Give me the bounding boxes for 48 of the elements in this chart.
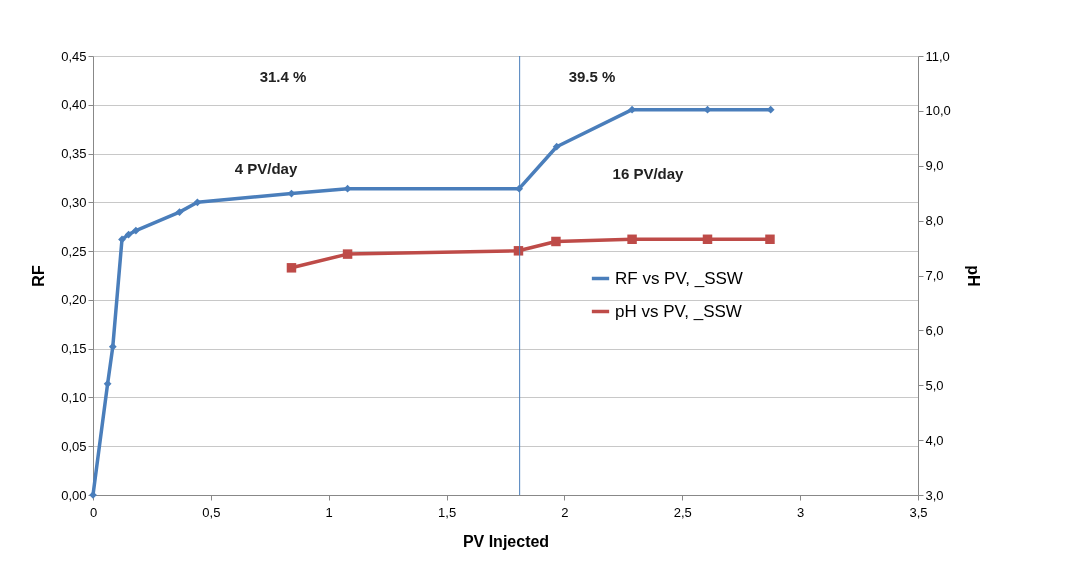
point: [175, 208, 184, 216]
x-tick-label: 0: [89, 504, 98, 520]
y-tick-label: 0,35: [61, 146, 87, 162]
y-tick-label: 0,40: [61, 97, 87, 113]
y2-tick-label: 4,0: [925, 432, 944, 448]
annotation: 31.4 %: [259, 68, 307, 85]
x-axis-title: PV Injected: [462, 532, 550, 550]
annotation: 4 PV/day: [234, 160, 298, 177]
x-tick-label: 1,5: [438, 504, 457, 520]
y2-tick-label: 8,0: [925, 213, 944, 229]
x-tick-label: 2,5: [673, 504, 692, 520]
point: [702, 234, 713, 245]
x-tick-label: 3,5: [909, 504, 928, 520]
x-tick-label: 1: [325, 504, 333, 520]
point: [627, 234, 637, 245]
y2-tick-label: 9,0: [925, 158, 944, 174]
x-tick-label: 2: [561, 504, 569, 520]
y2-tick-label: 10,0: [925, 103, 951, 119]
y2-tick-label: 5,0: [925, 377, 944, 393]
y-tick-label: 0,25: [61, 243, 87, 259]
y-tick-label: 0,00: [61, 487, 87, 503]
y2-tick-label: 7,0: [925, 268, 944, 283]
y2-axis-title: pH: [964, 265, 982, 287]
legend-label: RF vs PV, _SSW: [615, 268, 743, 288]
y-axis-title: RF: [30, 265, 48, 287]
point: [342, 249, 353, 259]
point: [628, 105, 636, 114]
y-tick-label: 0,15: [61, 341, 87, 357]
legend-label: pH vs PV, _SSW: [615, 301, 742, 321]
y-tick-label: 0,05: [61, 438, 87, 454]
y2-tick-label: 3,0: [925, 487, 944, 503]
y-tick-label: 0,10: [61, 389, 87, 405]
y2-tick-label: 11,0: [925, 48, 950, 64]
y2-tick-label: 6,0: [925, 322, 944, 338]
annotation: 39.5 %: [568, 68, 616, 85]
point: [108, 342, 117, 351]
y-tick-label: 0,30: [61, 194, 87, 210]
x-tick-label: 0,5: [202, 504, 221, 520]
x-tick-label: 3: [797, 504, 805, 520]
point: [286, 263, 297, 273]
point: [132, 226, 140, 235]
point: [551, 236, 561, 247]
point: [552, 142, 561, 151]
point: [765, 234, 775, 245]
point: [193, 198, 202, 207]
y-tick-label: 0,45: [61, 48, 87, 64]
y-tick-label: 0,20: [61, 292, 87, 308]
annotation: 16 PV/day: [612, 165, 685, 182]
